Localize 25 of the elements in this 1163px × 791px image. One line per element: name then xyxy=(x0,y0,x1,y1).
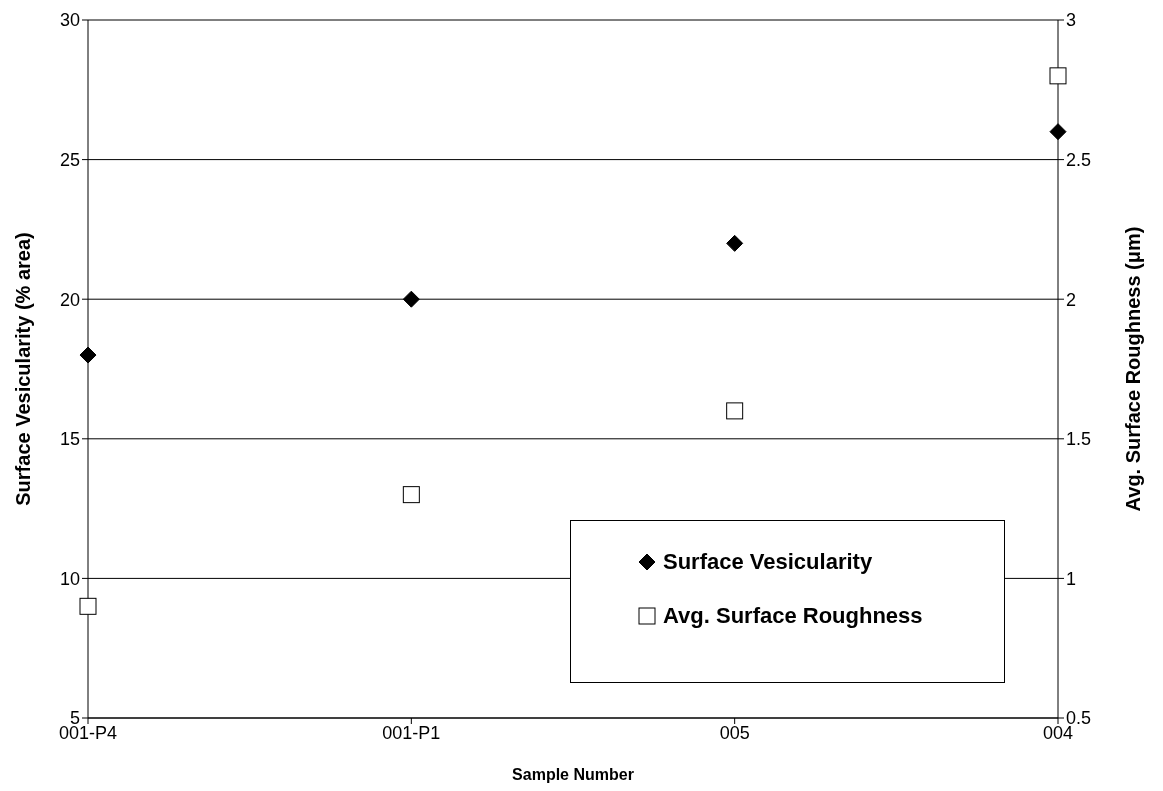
y2-tick-label: 2 xyxy=(1066,289,1077,310)
point xyxy=(79,597,97,615)
y2-tick-label: 2.5 xyxy=(1066,149,1092,170)
legend-label: Surface Vesicularity xyxy=(663,549,873,575)
y2-tick-label: 1 xyxy=(1066,568,1077,589)
point xyxy=(726,234,744,252)
y-tick-label: 25 xyxy=(59,149,80,170)
y2-tick-label: 3 xyxy=(1066,10,1077,31)
point xyxy=(726,402,744,420)
point xyxy=(79,346,97,364)
y-tick-label: 15 xyxy=(59,429,80,450)
point xyxy=(402,290,420,308)
y2-tick-label: 1.5 xyxy=(1066,429,1092,450)
y2-axis-title: Avg. Surface Roughness (μm) xyxy=(1122,226,1145,512)
y-axis-title: Surface Vesicularity (% area) xyxy=(12,232,35,506)
point xyxy=(402,486,420,504)
x-axis-title: Sample Number xyxy=(512,766,634,783)
x-tick-label: 005 xyxy=(719,722,750,743)
x-tick-label: 001-P1 xyxy=(382,722,441,743)
y-tick-label: 30 xyxy=(59,10,80,31)
point xyxy=(1049,123,1067,141)
legend-label: Avg. Surface Roughness xyxy=(663,603,923,629)
y-tick-label: 20 xyxy=(59,289,80,310)
y-tick-label: 10 xyxy=(59,568,80,589)
point xyxy=(1049,67,1067,85)
